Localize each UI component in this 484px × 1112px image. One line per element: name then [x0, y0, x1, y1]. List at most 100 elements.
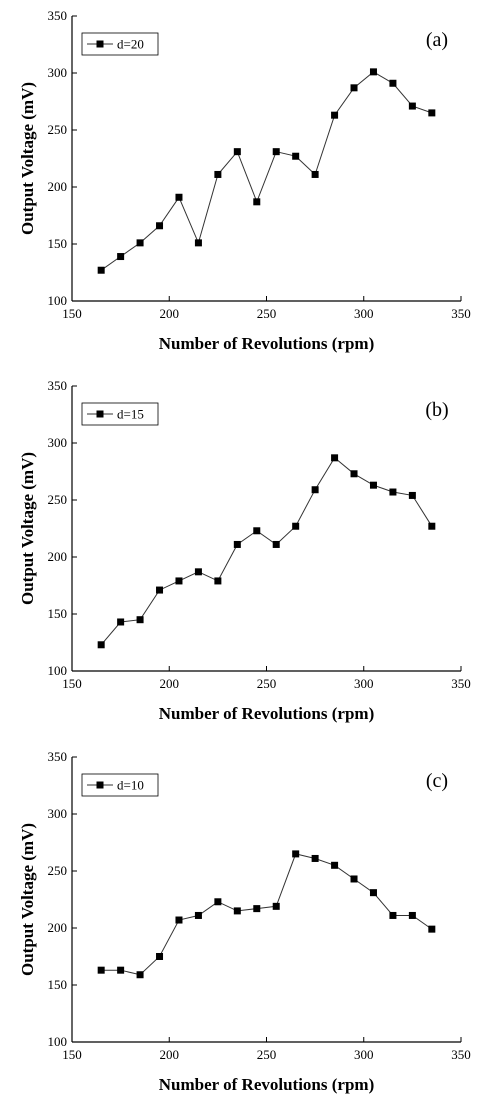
y-tick-label: 250	[48, 863, 68, 878]
data-point	[117, 966, 125, 974]
data-point	[331, 111, 339, 119]
x-axis-title: Number of Revolutions (rpm)	[159, 704, 374, 723]
y-axis-title: Output Voltage (mV)	[18, 452, 37, 605]
data-point	[136, 971, 144, 979]
chart-svg: 150 200 250 300 350100150200250300350Number …	[18, 378, 471, 723]
y-tick-label: 350	[48, 8, 68, 23]
data-point	[194, 568, 202, 576]
y-tick-label: 100	[48, 293, 68, 308]
series-d=20	[97, 68, 436, 274]
x-tick-label: 300	[354, 306, 374, 321]
data-point	[253, 198, 261, 206]
data-point	[272, 148, 280, 156]
data-point	[214, 898, 222, 906]
legend-box	[81, 773, 159, 797]
legend: d=10	[81, 773, 159, 797]
x-tick-label: 350	[451, 306, 471, 321]
x-tick-label: 150	[62, 1047, 82, 1062]
data-point	[350, 84, 358, 92]
chart-panel-a: 150 200 250 300 350 100 150 200 250 300 350 Number …	[0, 0, 484, 370]
chart-svg: 150 200 250 300 350100150200250300350Number …	[18, 749, 471, 1094]
chart-panel-c: 150 200 250 300 350 100 150 200 250 300 350 Number …	[0, 741, 484, 1111]
data-point	[253, 527, 261, 535]
legend-marker	[96, 781, 104, 789]
data-point	[97, 266, 105, 274]
legend-label: d=10	[117, 778, 144, 793]
y-tick-label: 300	[48, 435, 68, 450]
series-line	[101, 853, 433, 976]
x-tick-label: 300	[354, 1047, 374, 1062]
data-point	[292, 152, 300, 160]
x-tick-label: 150	[62, 676, 82, 691]
series-d=10	[97, 850, 436, 979]
data-point	[389, 911, 397, 919]
data-point	[175, 577, 183, 585]
data-point	[369, 68, 377, 76]
data-point	[350, 470, 358, 478]
panel-label: (a)	[426, 29, 448, 51]
data-point	[428, 109, 436, 117]
data-point	[136, 239, 144, 247]
y-tick-label: 250	[48, 492, 68, 507]
data-point	[428, 522, 436, 530]
data-point	[389, 488, 397, 496]
y-tick-label: 350	[48, 749, 68, 764]
data-point	[194, 911, 202, 919]
data-point	[272, 540, 280, 548]
legend-label: d=20	[117, 37, 144, 52]
x-axis-title: Number of Revolutions (rpm)	[159, 334, 374, 353]
x-tick-label: 200	[160, 676, 180, 691]
panel-label: (c)	[426, 770, 448, 792]
chart-svg: 150 200 250 300 350100150200250300350Number …	[18, 8, 471, 353]
data-point	[233, 907, 241, 915]
data-point	[369, 481, 377, 489]
data-point	[408, 911, 416, 919]
data-point	[117, 618, 125, 626]
data-point	[428, 925, 436, 933]
y-axis-title: Output Voltage (mV)	[18, 82, 37, 235]
data-point	[214, 170, 222, 178]
data-point	[194, 239, 202, 247]
data-point	[117, 253, 125, 261]
y-tick-label: 200	[48, 920, 68, 935]
legend: d=15	[81, 402, 159, 426]
x-tick-label: 250	[257, 306, 277, 321]
data-point	[233, 148, 241, 156]
data-point	[311, 854, 319, 862]
data-point	[408, 491, 416, 499]
data-point	[156, 953, 164, 960]
series-line	[100, 71, 432, 271]
y-axis-title: Output Voltage (mV)	[18, 823, 37, 976]
series-line	[100, 457, 433, 646]
data-point	[156, 222, 164, 230]
data-point	[175, 916, 183, 924]
data-point	[311, 170, 319, 178]
x-tick-label: 150	[62, 306, 82, 321]
data-point	[292, 850, 300, 858]
data-point	[331, 454, 339, 462]
y-tick-label: 300	[48, 65, 68, 80]
y-tick-label: 350	[48, 378, 68, 393]
data-point	[331, 861, 339, 869]
x-axis-title: Number of Revolutions (rpm)	[159, 1075, 374, 1094]
x-tick-label: 200	[160, 306, 180, 321]
data-point	[292, 522, 300, 530]
x-tick-label: 350	[451, 676, 471, 691]
data-point	[253, 905, 261, 913]
data-point	[350, 875, 358, 883]
data-point	[408, 102, 416, 110]
data-point	[136, 616, 144, 624]
x-tick-label: 250	[257, 676, 277, 691]
y-tick-label: 100	[48, 1034, 68, 1049]
x-tick-label: 250	[257, 1047, 277, 1062]
chart-panel-b: 150 200 250 300 350 100 150 200 250 300 350 Number …	[0, 370, 484, 740]
y-tick-label: 200	[48, 179, 68, 194]
data-point	[175, 193, 183, 201]
y-tick-label: 150	[48, 977, 68, 992]
series-d=15	[97, 454, 436, 649]
data-point	[214, 577, 222, 585]
legend-box	[81, 402, 159, 426]
data-point	[272, 902, 280, 910]
